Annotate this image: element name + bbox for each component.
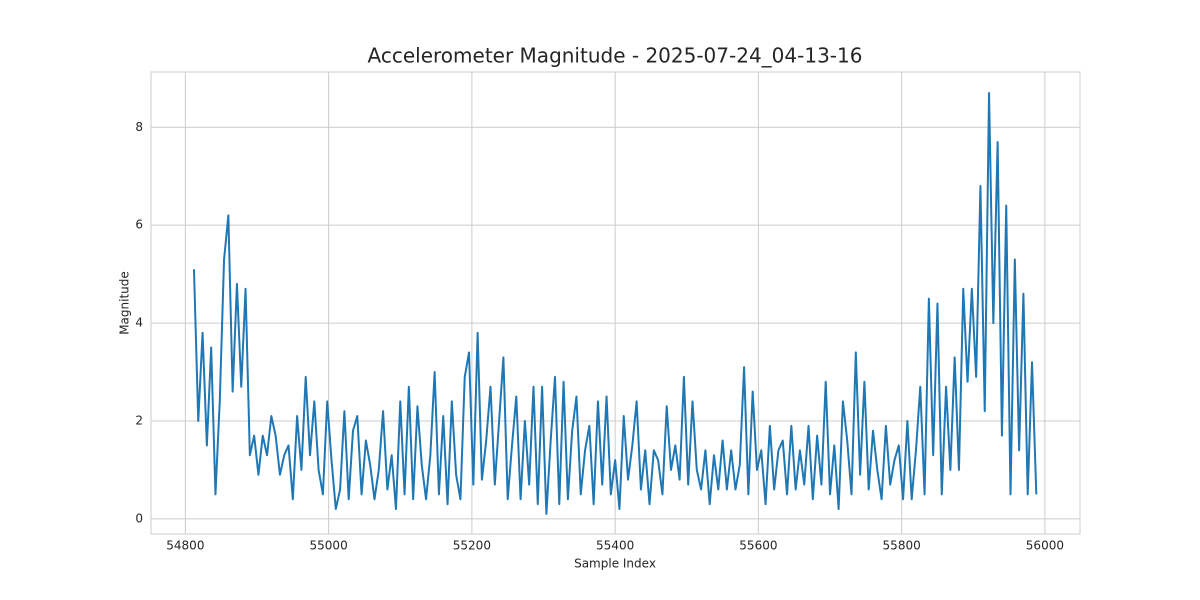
y-tick-label: 6 — [135, 218, 143, 232]
plot-frame — [150, 71, 1081, 535]
x-tick-label: 55800 — [883, 539, 921, 553]
x-tick-label: 55200 — [453, 539, 491, 553]
y-tick-label: 0 — [135, 511, 143, 525]
x-tick-label: 54800 — [166, 539, 204, 553]
plot — [192, 92, 1038, 515]
x-tick-label: 55600 — [739, 539, 777, 553]
x-axis-label: Sample Index — [574, 557, 656, 571]
grid — [151, 72, 1080, 534]
x-tick-label: 56000 — [1026, 539, 1064, 553]
y-tick-label: 8 — [135, 120, 143, 134]
y-axis-label: Magnitude — [118, 271, 132, 335]
y-tick-label: 2 — [135, 413, 143, 427]
x-tick-label: 55400 — [596, 539, 634, 553]
x-tick-label: 55000 — [310, 539, 348, 553]
y-tick-label: 4 — [135, 316, 143, 330]
chart-title: Accelerometer Magnitude - 2025-07-24_04-… — [368, 44, 863, 68]
data-line — [192, 92, 1038, 515]
